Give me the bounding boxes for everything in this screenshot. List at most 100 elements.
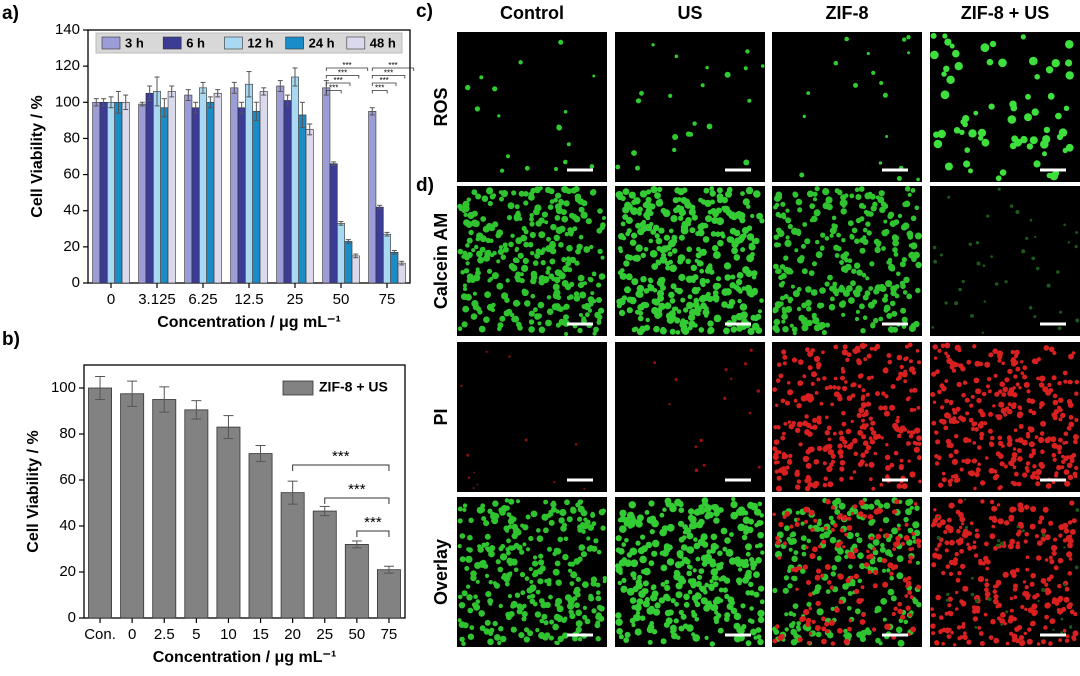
cell <box>797 380 804 387</box>
cell <box>910 188 916 193</box>
cell <box>845 577 851 584</box>
cell <box>474 244 479 250</box>
cell <box>648 210 654 216</box>
cell <box>958 525 963 530</box>
cell <box>724 593 730 600</box>
cell <box>755 508 761 514</box>
cell <box>653 325 660 333</box>
cell <box>1027 627 1032 632</box>
cell <box>959 467 964 472</box>
cell <box>791 326 798 333</box>
cell <box>1031 256 1036 261</box>
cell <box>623 260 630 267</box>
cell <box>816 555 822 561</box>
cell <box>533 208 540 216</box>
cell <box>543 620 549 626</box>
cell <box>1070 529 1076 535</box>
cell <box>572 226 578 232</box>
cell <box>1068 557 1073 561</box>
cell <box>705 278 710 284</box>
cell <box>464 566 470 571</box>
cell <box>1057 381 1062 386</box>
x-tick-label: 3.125 <box>138 291 176 308</box>
cell <box>718 577 723 582</box>
cell <box>548 509 553 515</box>
bar <box>206 101 215 284</box>
cell <box>988 635 994 640</box>
cell <box>1020 34 1026 40</box>
cell <box>562 553 569 561</box>
x-tick-label: 2.5 <box>154 626 175 643</box>
cell <box>955 509 961 515</box>
cell <box>502 190 508 196</box>
cell <box>507 518 515 525</box>
cell <box>698 295 706 303</box>
cell <box>860 452 866 458</box>
cell <box>692 121 697 126</box>
cell <box>974 427 979 432</box>
micrograph-bg <box>457 342 607 492</box>
cell <box>843 444 848 448</box>
cell <box>472 291 477 296</box>
cell <box>857 461 864 467</box>
cell <box>1001 392 1007 397</box>
cell <box>745 186 754 195</box>
cell <box>833 391 840 398</box>
cell <box>747 327 755 335</box>
cell <box>1053 409 1060 415</box>
cell <box>529 216 534 222</box>
cell <box>735 278 743 286</box>
bar <box>390 251 399 284</box>
cell <box>463 268 470 274</box>
cell <box>1011 638 1017 643</box>
cell <box>782 326 789 333</box>
cell <box>971 608 977 614</box>
cell <box>678 507 685 513</box>
cell <box>707 326 715 334</box>
cell <box>1064 638 1070 643</box>
cell <box>494 634 501 641</box>
cell <box>511 523 518 531</box>
cell <box>595 582 601 588</box>
cell <box>1048 346 1055 353</box>
x-tick-label: 25 <box>287 291 304 308</box>
cell <box>657 277 666 285</box>
cell <box>670 283 677 290</box>
cell <box>931 613 935 618</box>
cell <box>1013 471 1019 477</box>
cell <box>815 600 821 607</box>
cell <box>867 301 875 309</box>
cell <box>738 628 744 634</box>
cell <box>806 640 811 645</box>
cell <box>778 373 784 379</box>
cell <box>812 417 818 423</box>
cell <box>1042 506 1049 513</box>
cell <box>700 597 708 605</box>
cell <box>583 487 586 490</box>
cell <box>1007 402 1012 407</box>
cell <box>979 435 984 441</box>
cell <box>639 555 647 564</box>
cell <box>635 98 642 104</box>
cell <box>814 391 819 395</box>
cell <box>526 594 532 600</box>
cell <box>892 239 899 247</box>
cell <box>507 594 513 599</box>
cell <box>967 545 973 551</box>
cell <box>637 211 642 216</box>
cell <box>514 592 521 598</box>
cell <box>506 538 511 544</box>
cell <box>545 319 552 327</box>
cell <box>996 414 1003 421</box>
cell <box>714 619 719 625</box>
panel-label: c) <box>416 1 433 22</box>
cell <box>733 622 741 630</box>
cell <box>538 553 544 559</box>
cell <box>784 511 791 517</box>
cell <box>1072 434 1079 440</box>
cell <box>648 560 655 567</box>
cell <box>1022 472 1028 478</box>
cell <box>859 216 865 222</box>
cell <box>824 386 829 391</box>
cell <box>639 190 648 198</box>
